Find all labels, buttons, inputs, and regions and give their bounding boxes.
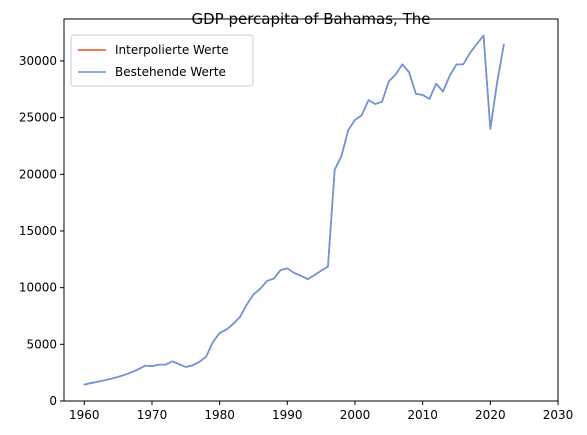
x-axis: 1960 1970 1980 1990 2000 2010 2020 2030 [69,401,573,422]
series-line-1 [83,34,505,386]
legend-label-interpolated: Interpolierte Werte [115,43,229,57]
y-tick-label-5000: 5000 [26,337,57,351]
y-tick-label-15000: 15000 [19,224,57,238]
legend: Interpolierte Werte Bestehende Werte [70,34,254,87]
legend-label-existing: Bestehende Werte [115,65,226,79]
y-tick-label-10000: 10000 [19,281,57,295]
x-tick-label-1960: 1960 [69,408,100,422]
y-tick-label-20000: 20000 [19,167,57,181]
x-tick-label-2000: 2000 [340,408,371,422]
legend-box [70,34,254,87]
x-tick-label-2020: 2020 [475,408,506,422]
series-layer [83,34,505,386]
y-tick-label-30000: 30000 [19,54,57,68]
x-tick-label-1970: 1970 [137,408,168,422]
x-tick-label-1990: 1990 [272,408,303,422]
x-tick-label-2010: 2010 [407,408,438,422]
y-tick-label-25000: 25000 [19,111,57,125]
x-tick-label-1980: 1980 [204,408,235,422]
y-tick-label-0: 0 [49,394,57,408]
plot-frame [63,18,559,402]
y-axis: 0 5000 10000 15000 20000 25000 30000 [19,54,64,408]
x-tick-label-2030: 2030 [543,408,574,422]
